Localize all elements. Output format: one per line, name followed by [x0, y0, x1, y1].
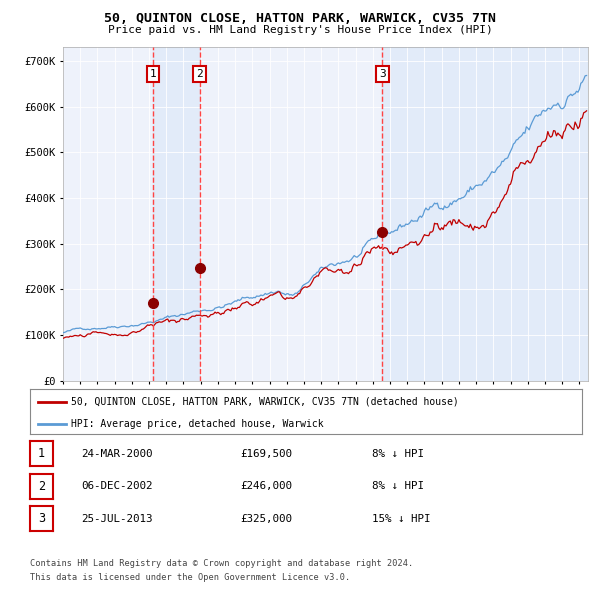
Text: Price paid vs. HM Land Registry's House Price Index (HPI): Price paid vs. HM Land Registry's House … [107, 25, 493, 35]
Text: Contains HM Land Registry data © Crown copyright and database right 2024.: Contains HM Land Registry data © Crown c… [30, 559, 413, 568]
Text: 1: 1 [38, 447, 45, 460]
Bar [153, 47, 200, 381]
Text: £169,500: £169,500 [240, 449, 292, 458]
Text: 15% ↓ HPI: 15% ↓ HPI [372, 514, 431, 523]
Text: £325,000: £325,000 [240, 514, 292, 523]
Text: 8% ↓ HPI: 8% ↓ HPI [372, 449, 424, 458]
Text: 2: 2 [38, 480, 45, 493]
Bar [382, 47, 588, 381]
Text: HPI: Average price, detached house, Warwick: HPI: Average price, detached house, Warw… [71, 419, 324, 429]
Text: This data is licensed under the Open Government Licence v3.0.: This data is licensed under the Open Gov… [30, 573, 350, 582]
Text: 06-DEC-2002: 06-DEC-2002 [81, 481, 152, 491]
Text: 8% ↓ HPI: 8% ↓ HPI [372, 481, 424, 491]
Text: £246,000: £246,000 [240, 481, 292, 491]
Text: 25-JUL-2013: 25-JUL-2013 [81, 514, 152, 523]
Text: 3: 3 [38, 512, 45, 525]
Text: 1: 1 [149, 69, 157, 79]
Text: 50, QUINTON CLOSE, HATTON PARK, WARWICK, CV35 7TN: 50, QUINTON CLOSE, HATTON PARK, WARWICK,… [104, 12, 496, 25]
Text: 2: 2 [196, 69, 203, 79]
Text: 50, QUINTON CLOSE, HATTON PARK, WARWICK, CV35 7TN (detached house): 50, QUINTON CLOSE, HATTON PARK, WARWICK,… [71, 397, 459, 407]
Text: 3: 3 [379, 69, 386, 79]
Text: 24-MAR-2000: 24-MAR-2000 [81, 449, 152, 458]
